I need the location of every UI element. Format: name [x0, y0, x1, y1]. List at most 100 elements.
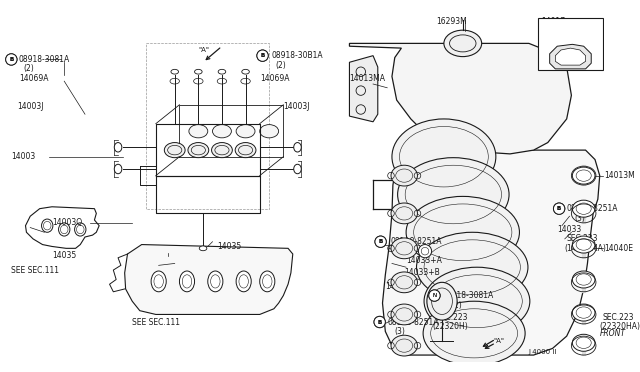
Text: (2): (2)	[276, 61, 287, 70]
Text: 14069A: 14069A	[260, 74, 289, 83]
Polygon shape	[349, 56, 378, 122]
Ellipse shape	[242, 69, 250, 74]
Ellipse shape	[572, 167, 595, 184]
Text: 14033+B: 14033+B	[404, 268, 440, 278]
Ellipse shape	[212, 125, 232, 138]
Circle shape	[375, 236, 387, 247]
Text: B: B	[378, 239, 383, 244]
Ellipse shape	[151, 271, 166, 292]
Ellipse shape	[208, 271, 223, 292]
Ellipse shape	[294, 142, 301, 152]
Text: B: B	[557, 206, 561, 211]
Ellipse shape	[397, 158, 509, 231]
Ellipse shape	[392, 119, 496, 195]
Ellipse shape	[391, 165, 417, 186]
Circle shape	[554, 203, 564, 214]
Ellipse shape	[391, 304, 417, 325]
Circle shape	[374, 316, 385, 328]
Ellipse shape	[115, 142, 122, 152]
Text: 14013MA: 14013MA	[349, 74, 385, 83]
Ellipse shape	[115, 164, 122, 174]
Ellipse shape	[294, 164, 301, 174]
Text: FRONT: FRONT	[600, 329, 626, 338]
Ellipse shape	[572, 334, 595, 351]
Ellipse shape	[406, 196, 520, 268]
Circle shape	[554, 203, 564, 214]
Text: 16293M: 16293M	[436, 17, 467, 26]
Text: B: B	[9, 57, 13, 62]
Text: B: B	[378, 239, 383, 244]
Ellipse shape	[572, 304, 595, 321]
Ellipse shape	[572, 200, 595, 217]
Text: 14035: 14035	[217, 242, 241, 251]
Text: 14035: 14035	[52, 251, 76, 260]
Text: (3): (3)	[395, 327, 406, 336]
Ellipse shape	[195, 69, 202, 74]
Ellipse shape	[218, 69, 226, 74]
Text: SEE SEC.111: SEE SEC.111	[132, 317, 180, 327]
Text: 08918-3081A: 08918-3081A	[19, 55, 70, 64]
Text: 14003Q: 14003Q	[52, 218, 82, 227]
Text: 14040E: 14040E	[604, 244, 634, 253]
Ellipse shape	[417, 232, 528, 302]
Text: SEC.223: SEC.223	[603, 313, 634, 322]
Text: 081A8-8251A: 081A8-8251A	[566, 204, 618, 213]
Text: 081A8-8251A: 081A8-8251A	[387, 317, 439, 327]
Text: B: B	[378, 320, 382, 324]
Circle shape	[257, 50, 268, 61]
Ellipse shape	[424, 267, 530, 335]
Ellipse shape	[572, 236, 595, 253]
Text: (14912MA): (14912MA)	[564, 244, 607, 253]
Polygon shape	[550, 44, 591, 69]
Text: 14510: 14510	[385, 282, 410, 291]
Polygon shape	[383, 150, 600, 355]
Ellipse shape	[179, 271, 195, 292]
Ellipse shape	[391, 203, 417, 224]
Text: B: B	[260, 53, 265, 58]
Text: B: B	[9, 57, 13, 62]
Polygon shape	[349, 44, 572, 154]
Text: "A": "A"	[493, 338, 504, 344]
Ellipse shape	[199, 246, 207, 251]
Circle shape	[6, 54, 17, 65]
Ellipse shape	[260, 271, 275, 292]
Text: 14017: 14017	[541, 17, 565, 26]
Circle shape	[6, 54, 17, 65]
Ellipse shape	[236, 271, 252, 292]
Text: "A": "A"	[198, 47, 209, 53]
Text: 14033+A: 14033+A	[406, 256, 442, 265]
Circle shape	[375, 236, 387, 247]
Ellipse shape	[423, 301, 525, 365]
Ellipse shape	[236, 125, 255, 138]
Ellipse shape	[572, 271, 595, 288]
Ellipse shape	[188, 142, 209, 158]
Ellipse shape	[189, 125, 208, 138]
Circle shape	[429, 290, 440, 301]
Text: 14013M: 14013M	[604, 171, 636, 180]
Ellipse shape	[235, 142, 256, 158]
Ellipse shape	[164, 142, 185, 158]
Text: 14069A: 14069A	[19, 74, 49, 83]
Ellipse shape	[391, 335, 417, 356]
Text: 08918-30B1A: 08918-30B1A	[271, 51, 323, 60]
Text: B: B	[557, 206, 561, 211]
Text: 14003J: 14003J	[17, 102, 44, 111]
Text: (22320H): (22320H)	[433, 322, 468, 331]
Polygon shape	[556, 48, 586, 65]
Text: 14003: 14003	[12, 152, 36, 161]
Bar	[147, 44, 269, 209]
Bar	[538, 18, 603, 70]
Text: SEC.223: SEC.223	[566, 234, 598, 243]
Circle shape	[374, 316, 385, 328]
Ellipse shape	[171, 69, 179, 74]
Text: B: B	[378, 320, 382, 324]
Text: 08918-3081A: 08918-3081A	[442, 291, 493, 300]
Circle shape	[257, 50, 268, 61]
Ellipse shape	[444, 30, 482, 57]
Circle shape	[429, 290, 440, 301]
Circle shape	[419, 244, 431, 258]
Ellipse shape	[391, 272, 417, 293]
Text: (4): (4)	[395, 247, 406, 256]
Text: N: N	[433, 293, 436, 298]
Text: 14033: 14033	[557, 225, 582, 234]
